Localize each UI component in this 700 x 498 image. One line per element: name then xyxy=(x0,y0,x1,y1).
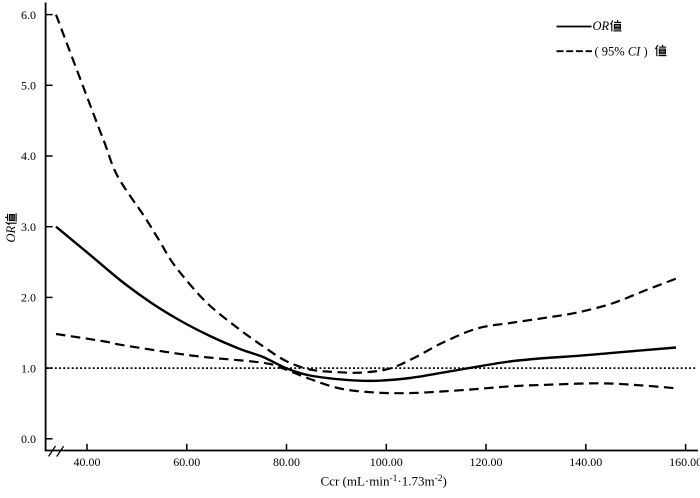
svg-text:5.0: 5.0 xyxy=(21,79,36,93)
svg-text:140.00: 140.00 xyxy=(569,455,602,469)
svg-text:160.00: 160.00 xyxy=(669,455,700,469)
svg-text:2.0: 2.0 xyxy=(21,291,36,305)
svg-text:( 95% CI ): ( 95% CI ) xyxy=(595,44,648,58)
svg-text:OR: OR xyxy=(4,225,18,242)
svg-text:6.0: 6.0 xyxy=(21,8,36,22)
svg-text:80.00: 80.00 xyxy=(273,455,300,469)
svg-text:OR: OR xyxy=(593,19,610,33)
svg-text:100.00: 100.00 xyxy=(370,455,403,469)
svg-text:60.00: 60.00 xyxy=(173,455,200,469)
svg-text:40.00: 40.00 xyxy=(74,455,101,469)
svg-text:0.0: 0.0 xyxy=(21,432,36,446)
svg-text:1.0: 1.0 xyxy=(21,361,36,375)
svg-text:120.00: 120.00 xyxy=(470,455,503,469)
svg-text:4.0: 4.0 xyxy=(21,149,36,163)
svg-text:3.0: 3.0 xyxy=(21,220,36,234)
svg-text:Ccr (mL·min-1·1.73m-2): Ccr (mL·min-1·1.73m-2) xyxy=(321,474,447,489)
